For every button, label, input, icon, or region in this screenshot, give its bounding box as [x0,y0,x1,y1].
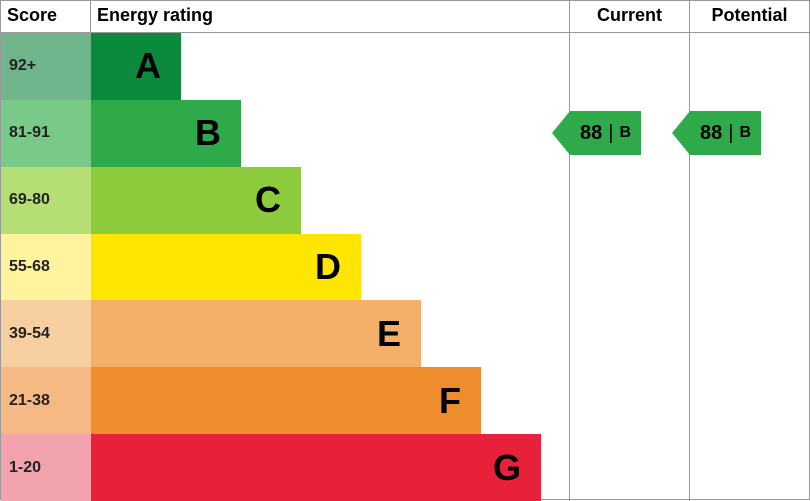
score-cell-a: 92+ [1,33,91,100]
bar-g: G [91,434,541,501]
potential-marker-letter: B [739,124,751,142]
potential-marker-separator: | [728,122,733,145]
current-marker-value: 88 [580,122,602,145]
header-current: Current [569,1,689,32]
header-potential: Potential [689,1,809,32]
bar-row-f: F [91,367,569,434]
bar-d: D [91,234,361,301]
potential-column: 88 | B [689,33,809,501]
bar-row-a: A [91,33,569,100]
header-row: Score Energy rating Current Potential [1,1,809,33]
bar-row-c: C [91,167,569,234]
score-cell-g: 1-20 [1,434,91,501]
potential-marker-value: 88 [700,122,722,145]
potential-marker-body: 88 | B [690,111,761,155]
bar-f: F [91,367,481,434]
bar-row-g: G [91,434,569,501]
bar-c: C [91,167,301,234]
score-cell-d: 55-68 [1,234,91,301]
score-column: 92+81-9169-8055-6839-5421-381-20 [1,33,91,501]
bar-e: E [91,300,421,367]
current-marker-letter: B [619,124,631,142]
current-marker-body: 88 | B [570,111,641,155]
potential-marker-arrow-icon [672,111,690,155]
score-cell-c: 69-80 [1,167,91,234]
header-rating: Energy rating [91,1,569,32]
bar-row-b: B [91,100,569,167]
current-marker-separator: | [608,122,613,145]
bar-a: A [91,33,181,100]
score-cell-e: 39-54 [1,300,91,367]
body-area: 92+81-9169-8055-6839-5421-381-20 ABCDEFG… [1,33,809,501]
bar-b: B [91,100,241,167]
current-column: 88 | B [569,33,689,501]
current-marker-arrow-icon [552,111,570,155]
potential-marker: 88 | B [672,111,761,155]
epc-chart: Score Energy rating Current Potential 92… [0,0,810,500]
bar-column: ABCDEFG [91,33,569,501]
score-cell-f: 21-38 [1,367,91,434]
bar-row-d: D [91,234,569,301]
bar-row-e: E [91,300,569,367]
current-marker: 88 | B [552,111,641,155]
score-cell-b: 81-91 [1,100,91,167]
header-score: Score [1,1,91,32]
